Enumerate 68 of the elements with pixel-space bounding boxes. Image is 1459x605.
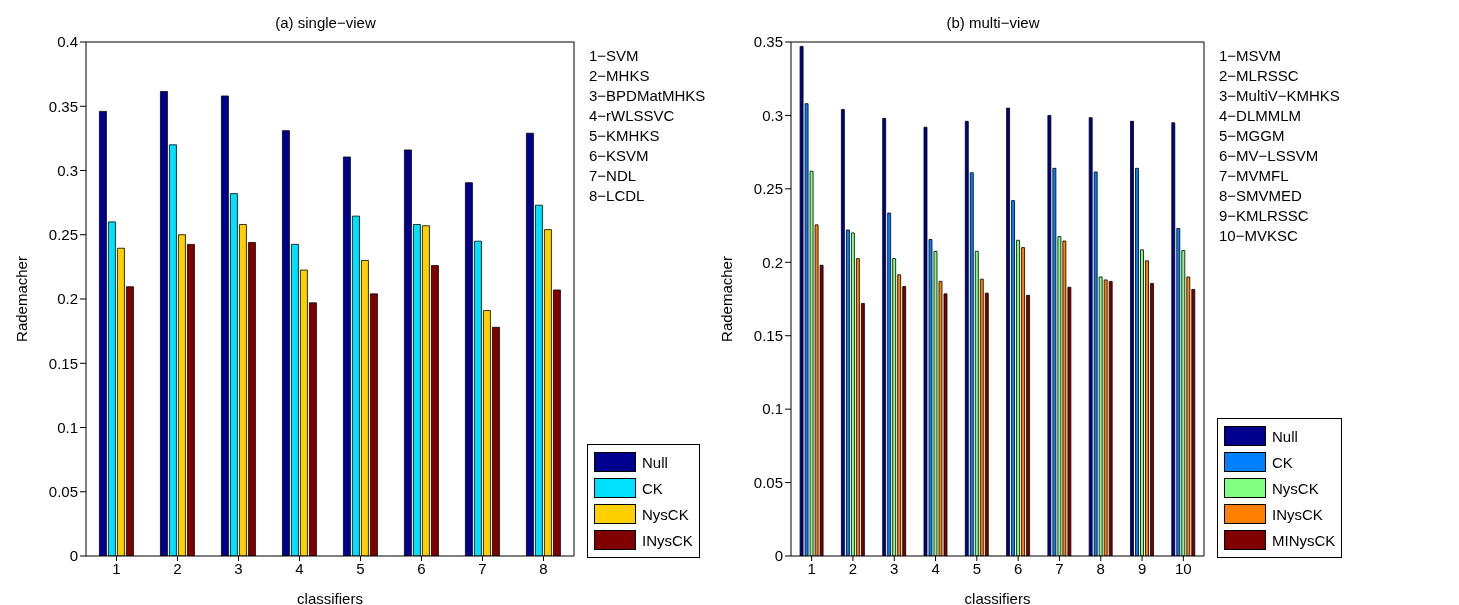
y-tick-label: 0.15 — [48, 354, 78, 372]
text: 8−SMVMED — [1219, 186, 1303, 206]
x-tick-label: 4 — [295, 559, 304, 577]
legend-label: CK — [642, 479, 663, 497]
y-tick-label: 0.35 — [753, 33, 783, 51]
text: 6−MV−LSSVM — [1219, 146, 1320, 166]
text: 10−MVKSC — [1219, 226, 1299, 246]
y-tick-label: 0.05 — [48, 483, 78, 501]
legend-label: MINysCK — [1272, 531, 1336, 549]
x-tick-label: 2 — [848, 559, 858, 577]
y-tick-label: 0.3 — [57, 161, 78, 179]
text: 7−NDL — [589, 166, 638, 186]
x-tick-label: 1 — [807, 559, 816, 577]
y-tick-label: 0.2 — [57, 290, 78, 308]
y-tick-label: 0.25 — [753, 180, 783, 198]
legend-label: NysCK — [642, 505, 689, 523]
y-axis-title: Rademacher — [718, 256, 736, 342]
legend-label: Null — [642, 453, 668, 471]
text: 1−SVM — [589, 46, 640, 66]
legend-label: Null — [1272, 427, 1298, 445]
text: 3−MultiV−KMHKS — [1219, 86, 1340, 106]
y-tick-label: 0 — [774, 547, 783, 565]
text: 5−KMHKS — [589, 126, 661, 146]
x-tick-label: 6 — [1013, 559, 1023, 577]
text: 9−KMLRSSC — [1219, 206, 1310, 226]
y-tick-label: 0.4 — [57, 33, 78, 51]
x-tick-label: 8 — [539, 559, 548, 577]
y-tick-label: 0.25 — [48, 226, 78, 244]
x-tick-label: 1 — [112, 559, 121, 577]
y-tick-label: 0.05 — [753, 473, 783, 491]
y-tick-label: 0.1 — [57, 418, 78, 436]
x-tick-label: 3 — [234, 559, 243, 577]
y-tick-label: 0.2 — [762, 253, 783, 271]
legend-label: NysCK — [1272, 479, 1319, 497]
x-tick-label: 6 — [417, 559, 426, 577]
text: 7−MVMFL — [1219, 166, 1290, 186]
x-tick-label: 2 — [173, 559, 182, 577]
text: 6−KSVM — [589, 146, 650, 166]
x-tick-label: 9 — [1137, 559, 1147, 577]
x-tick-label: 7 — [478, 559, 487, 577]
x-tick-label: 7 — [1055, 559, 1064, 577]
x-tick-label: 4 — [931, 559, 940, 577]
x-axis-title: classifiers — [964, 590, 1031, 605]
y-tick-label: 0.15 — [753, 327, 783, 345]
x-tick-label: 3 — [890, 559, 899, 577]
text: 2−MLRSSC — [1219, 66, 1300, 86]
legend-label: INysCK — [642, 531, 693, 549]
text: 3−BPDMatMHKS — [589, 86, 706, 106]
legend-label: CK — [1272, 453, 1293, 471]
y-tick-label: 0 — [69, 547, 78, 565]
chart-title: (a) single−view — [274, 14, 377, 31]
x-tick-label: 8 — [1096, 559, 1105, 577]
text: 2−MHKS — [589, 66, 651, 86]
text: 4−DLMMLM — [1219, 106, 1303, 126]
y-axis-title: Rademacher — [13, 256, 31, 342]
x-tick-label: 10 — [1175, 559, 1192, 577]
x-axis-title: classifiers — [297, 590, 363, 605]
text: 4−rWLSSVC — [589, 106, 676, 126]
y-tick-label: 0.35 — [48, 97, 78, 115]
text: 8−LCDL — [589, 186, 646, 206]
x-tick-label: 5 — [972, 559, 982, 577]
text: 1−MSVM — [1219, 46, 1283, 66]
text: 5−MGGM — [1219, 126, 1286, 146]
legend-label: INysCK — [1272, 505, 1323, 523]
chart-title: (b) multi−view — [945, 14, 1041, 31]
y-tick-label: 0.1 — [762, 400, 783, 418]
y-tick-label: 0.3 — [762, 106, 783, 124]
x-tick-label: 5 — [356, 559, 365, 577]
